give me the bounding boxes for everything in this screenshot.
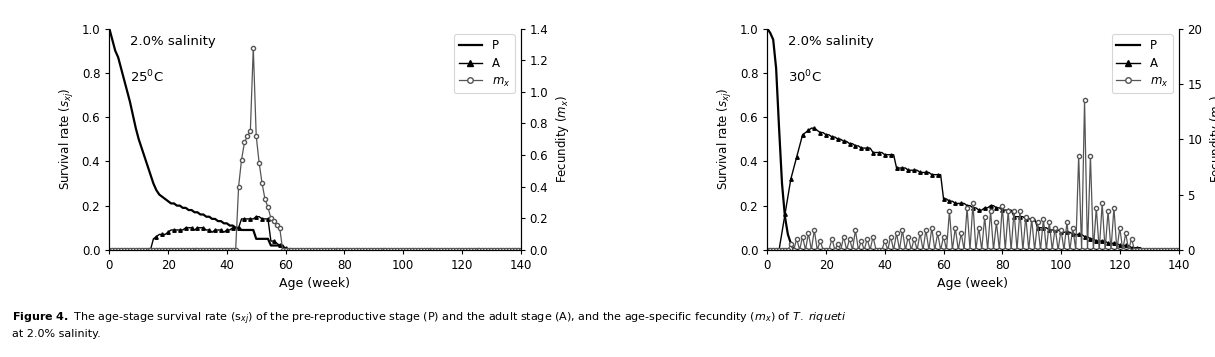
- Y-axis label: Survival rate ($s_{xj}$): Survival rate ($s_{xj}$): [58, 88, 77, 191]
- Text: $\mathbf{Figure\ 4.}$ The age-stage survival rate (s$_{xj}$) of the pre-reproduc: $\mathbf{Figure\ 4.}$ The age-stage surv…: [12, 311, 847, 338]
- Text: 2.0% salinity: 2.0% salinity: [130, 35, 215, 48]
- Text: 25$^0$C: 25$^0$C: [130, 69, 164, 85]
- X-axis label: Age (week): Age (week): [938, 277, 1008, 291]
- Y-axis label: Fecundity ($m_x$): Fecundity ($m_x$): [1208, 95, 1215, 183]
- Text: 30$^0$C: 30$^0$C: [787, 69, 821, 85]
- Y-axis label: Fecundity ($m_x$): Fecundity ($m_x$): [554, 95, 571, 183]
- Legend: P, A, $m_x$: P, A, $m_x$: [453, 35, 515, 94]
- X-axis label: Age (week): Age (week): [279, 277, 350, 291]
- Text: 2.0% salinity: 2.0% salinity: [787, 35, 874, 48]
- Legend: P, A, $m_x$: P, A, $m_x$: [1112, 35, 1172, 94]
- Y-axis label: Survival rate ($s_{xj}$): Survival rate ($s_{xj}$): [716, 88, 734, 191]
